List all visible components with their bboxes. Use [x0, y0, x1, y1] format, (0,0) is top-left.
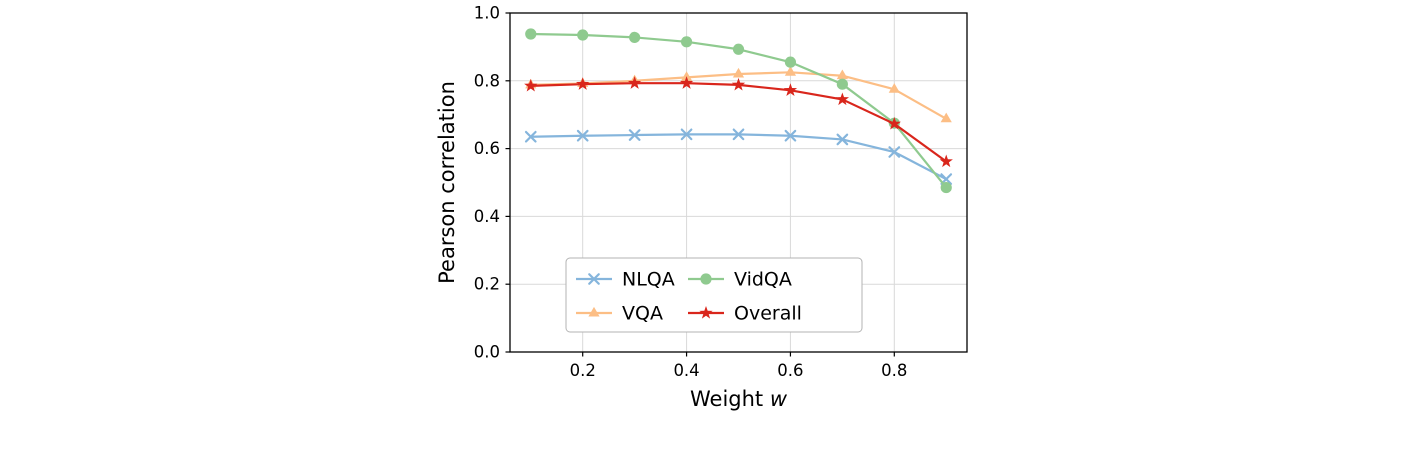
- series-lines: [524, 28, 953, 194]
- series-vqa: [525, 66, 952, 123]
- x-axis-label: Weight w: [690, 387, 788, 411]
- axes: 0.2 0.4 0.6 0.8 0.0 0.2 0.4 0.6 0.8 1.0: [474, 4, 908, 381]
- legend-box: [565, 257, 863, 333]
- legend-entry-vidqa: VidQA: [688, 269, 792, 291]
- series-nlqa: [524, 128, 953, 185]
- legend-label: Overall: [734, 303, 802, 325]
- y-tick-label: 0.8: [474, 71, 500, 90]
- legend-label: VQA: [622, 303, 663, 325]
- series-overall: [524, 76, 953, 168]
- legend-label: VidQA: [734, 269, 792, 291]
- plot-border: [509, 12, 968, 353]
- legend-label: NLQA: [622, 269, 675, 291]
- y-tick-label: 1.0: [474, 4, 500, 23]
- figure: 0.2 0.4 0.6 0.8 0.0 0.2 0.4 0.6 0.8 1.0 Weight w Pe…: [420, 0, 1020, 467]
- y-axis-label: Pearson correlation: [435, 81, 459, 284]
- y-tick-label: 0.4: [474, 207, 500, 226]
- y-tick-label: 0.2: [474, 275, 500, 294]
- legend-entry-nlqa: NLQA: [576, 269, 675, 291]
- y-tick-label: 0.0: [474, 343, 500, 362]
- x-tick-label: 0.2: [570, 361, 596, 380]
- x-tick-label: 0.4: [673, 361, 699, 380]
- legend-entry-vqa: VQA: [576, 303, 663, 325]
- series-vidqa: [525, 28, 952, 194]
- x-tick-label: 0.6: [777, 361, 803, 380]
- legend-entry-overall: Overall: [688, 303, 802, 325]
- x-tick-label: 0.8: [881, 361, 907, 380]
- line-chart: 0.2 0.4 0.6 0.8 0.0 0.2 0.4 0.6 0.8 1.0 Weight w Pe…: [435, 4, 968, 411]
- legend: NLQA VQA VidQA Overall: [565, 257, 863, 333]
- y-tick-label: 0.6: [474, 139, 500, 158]
